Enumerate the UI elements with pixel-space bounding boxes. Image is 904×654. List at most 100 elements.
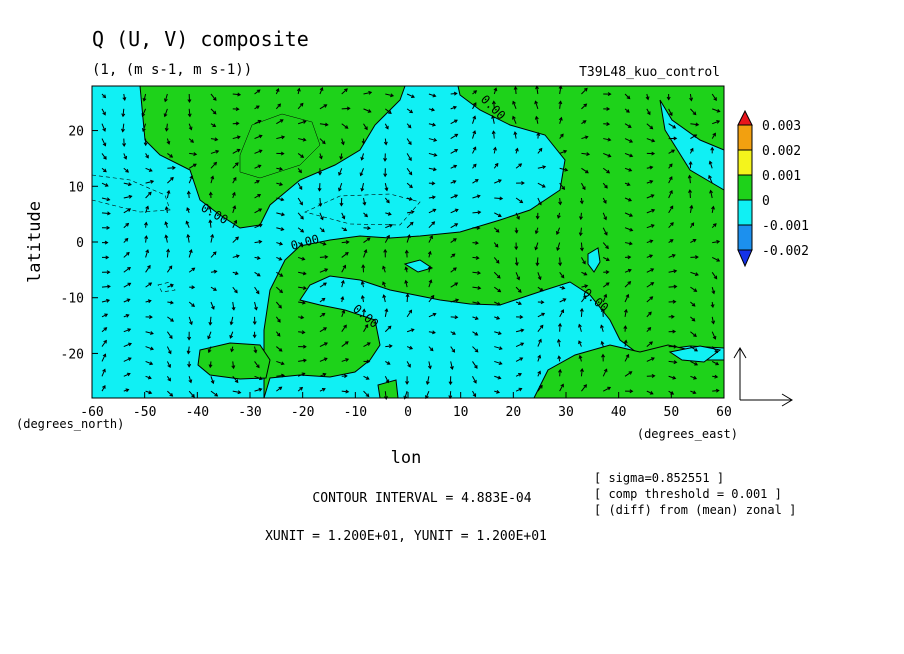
wind-vector-head [539, 324, 544, 329]
wind-vector [254, 89, 261, 95]
x-tick-label: 0 [404, 405, 412, 420]
colorbar-label: 0 [762, 194, 770, 209]
wind-vector-head [102, 142, 107, 147]
wind-vector-head [651, 151, 656, 156]
wind-vector-head [603, 293, 608, 298]
wind-vector [624, 212, 633, 217]
wind-vector-head [103, 327, 108, 331]
wind-vector-head [104, 183, 109, 187]
wind-vector-head [496, 389, 501, 394]
wind-vector-head [102, 368, 106, 373]
wind-vector-head [408, 196, 413, 201]
x-tick-label: -40 [186, 405, 209, 420]
wind-vector-head [666, 96, 671, 101]
wind-vector [229, 331, 234, 339]
wind-vector-head [453, 91, 458, 96]
wind-vector-head [189, 175, 194, 180]
wind-vector [232, 220, 237, 228]
wind-vector-head [187, 363, 192, 368]
wind-vector-head [455, 298, 460, 303]
wind-vector [493, 286, 501, 293]
chart-subtitle: (1, (m s-1, m s-1)) [92, 62, 252, 78]
x-axis-label: lon [391, 448, 422, 468]
wind-vector [558, 339, 561, 347]
wind-vector [145, 206, 149, 214]
wind-vector [210, 93, 217, 101]
wind-vector [535, 242, 539, 250]
wind-vector [209, 220, 212, 228]
wind-vector [537, 355, 541, 362]
wind-vector-head [257, 194, 262, 198]
wind-vector-head [383, 158, 388, 162]
wind-vector-head [147, 299, 152, 304]
wind-vector [210, 176, 214, 184]
wind-vector [209, 206, 212, 213]
wind-vector [646, 296, 653, 303]
wind-vector-head [431, 221, 436, 226]
wind-vector [450, 194, 458, 199]
wind-vector [123, 267, 131, 273]
wind-vector [145, 390, 152, 394]
wind-vector-head [514, 262, 519, 267]
wind-vector-head [214, 392, 219, 397]
wind-vector-head [498, 346, 503, 351]
wind-vector-head [606, 169, 611, 174]
wind-vector [254, 194, 261, 199]
wind-vector [101, 385, 106, 392]
wind-vector [428, 221, 435, 229]
wind-vector [668, 254, 676, 258]
wind-vector-head [433, 152, 438, 157]
wind-vector-head [709, 189, 713, 194]
wind-vector-head [629, 139, 634, 143]
wind-vector [472, 116, 476, 124]
wind-vector-head [384, 308, 389, 313]
wind-vector-head [491, 130, 496, 135]
wind-vector-head [475, 240, 479, 245]
wind-vector-head [650, 282, 655, 286]
wind-vector-head [496, 302, 501, 306]
wind-vector [189, 152, 197, 155]
wind-vector-head [454, 119, 458, 124]
wind-vector-head [649, 180, 654, 184]
wind-vector [405, 280, 408, 288]
wind-vector-head [150, 346, 154, 351]
wind-vector-head [302, 344, 307, 349]
wind-vector-head [104, 240, 109, 245]
wind-vector [690, 360, 698, 366]
wind-vector-head [364, 324, 369, 328]
wind-vector [123, 328, 131, 333]
wind-vector [559, 117, 562, 124]
wind-vector-head [405, 293, 410, 298]
wind-vector-head [689, 204, 694, 209]
wind-vector-head [628, 371, 633, 375]
wind-vector [338, 168, 343, 176]
wind-vector [232, 136, 241, 140]
wind-vector-head [474, 332, 479, 336]
wind-vector [254, 208, 262, 214]
wind-vector [428, 93, 436, 97]
wind-vector [276, 119, 284, 125]
wind-vector-head [538, 338, 542, 343]
x-tick-label: 40 [611, 405, 627, 420]
wind-vector-head [385, 379, 390, 384]
wind-vector-head [280, 227, 285, 231]
wind-vector-head [603, 368, 608, 373]
wind-vector-head [693, 333, 697, 337]
wind-vector-head [472, 146, 477, 151]
wind-vector-head [407, 363, 411, 368]
wind-vector-head [234, 379, 239, 384]
x-tick-label: 60 [716, 405, 732, 420]
wind-vector-head [186, 233, 191, 238]
wind-vector-head [360, 187, 365, 192]
wind-vector-head [360, 294, 365, 299]
wind-vector-head [472, 130, 477, 135]
wind-vector [581, 257, 586, 264]
y-tick-label: -10 [61, 292, 84, 307]
wind-vector-head [188, 379, 193, 384]
wind-vector [428, 123, 436, 126]
wind-vector [298, 301, 306, 304]
wind-vector-head [279, 119, 284, 123]
wind-vector [407, 211, 414, 214]
wind-vector [494, 197, 503, 200]
wind-vector-head [361, 264, 366, 269]
